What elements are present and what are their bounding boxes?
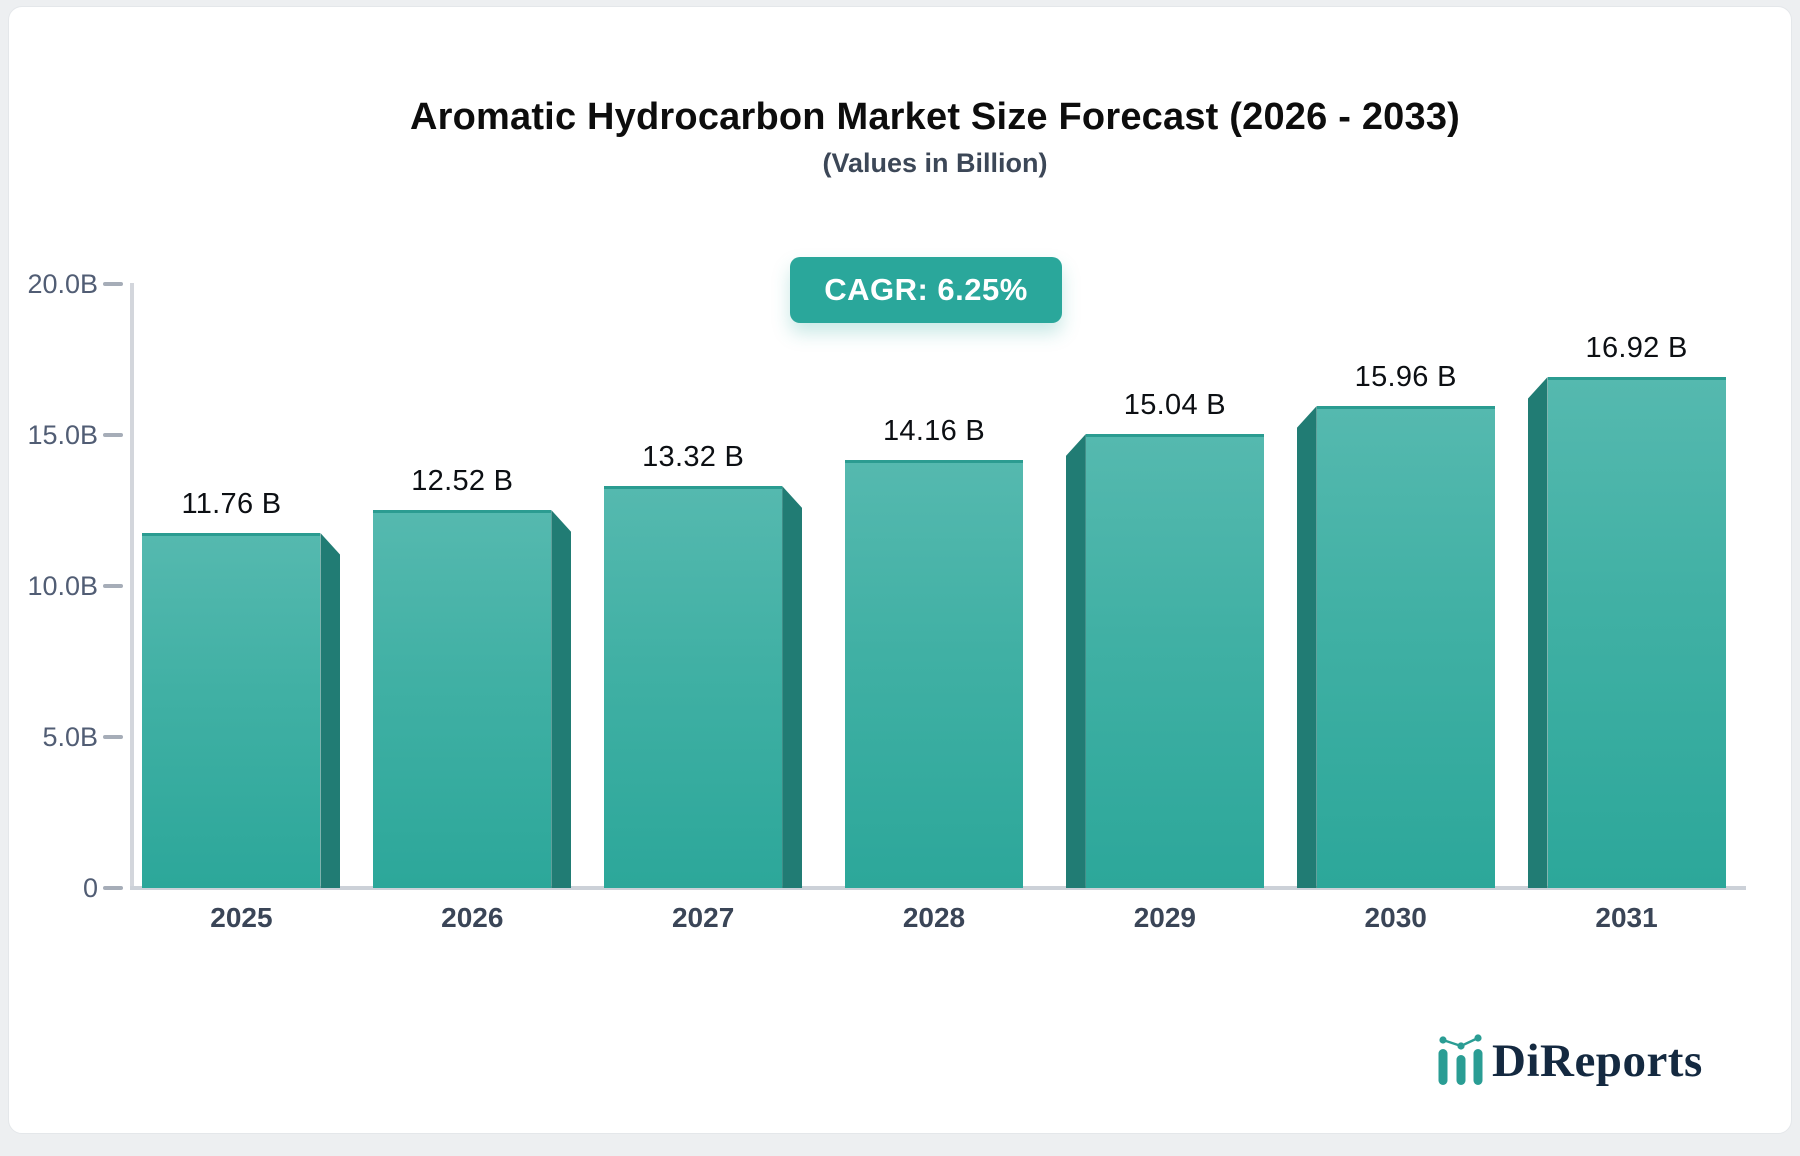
bar-value-label: 12.52 B (411, 465, 514, 497)
y-axis-tick (103, 282, 123, 286)
bar-value-label: 11.76 B (181, 488, 282, 520)
bar-side-face (782, 486, 803, 888)
bar-body (1316, 406, 1495, 888)
y-axis-label: 0 (82, 873, 98, 903)
bar-body (604, 486, 783, 888)
x-axis-line (130, 886, 1746, 890)
x-axis-label-2030: 2030 (1364, 902, 1427, 933)
bar-2031 (1527, 377, 1726, 888)
direports-logo: DiReports (1437, 1033, 1703, 1085)
y-axis-label: 10.0B (27, 571, 98, 601)
bar-line-chart-icon (1438, 1034, 1483, 1085)
bar-side-face (551, 510, 572, 888)
y-axis-tick (103, 886, 123, 890)
y-axis-label: 5.0B (42, 722, 98, 752)
bar-value-label: 14.16 B (882, 415, 986, 447)
y-axis-line (130, 283, 134, 890)
bar-value-label: 13.32 B (642, 441, 745, 473)
x-axis-label-2025: 2025 (210, 902, 273, 933)
y-axis-tick (103, 433, 123, 437)
x-axis-label-2031: 2031 (1595, 902, 1658, 933)
bar-body (142, 533, 321, 888)
bar-2026 (373, 510, 572, 888)
bar-body (373, 510, 552, 888)
x-axis-label-2028: 2028 (902, 902, 966, 933)
y-axis-label: 15.0B (27, 420, 98, 450)
chart-title: Aromatic Hydrocarbon Market Size Forecas… (409, 96, 1461, 138)
cagr-badge-label: CAGR: 6.25% (824, 272, 1028, 307)
bar-2029 (1065, 434, 1264, 888)
bar-2028 (845, 460, 1023, 888)
chart-subtitle: (Values in Billion) (822, 148, 1048, 178)
logo-text: DiReports (1492, 1035, 1703, 1087)
bar-body (845, 460, 1023, 888)
bar-value-label: 15.04 B (1123, 389, 1226, 421)
bar-side-face (1065, 434, 1086, 888)
bar-value-label: 16.92 B (1585, 332, 1688, 364)
y-axis-label: 20.0B (27, 269, 98, 299)
y-axis-tick (103, 584, 123, 588)
bar-side-face (1527, 377, 1548, 888)
bar-2030 (1296, 406, 1495, 888)
bar-value-label: 15.96 B (1354, 361, 1457, 393)
bar-2027 (604, 486, 803, 888)
x-axis-label-2026: 2026 (441, 902, 504, 933)
bar-2025 (142, 533, 341, 888)
cagr-badge: CAGR: 6.25% (790, 257, 1062, 323)
bar-side-face (1296, 406, 1317, 888)
bar-body (1085, 434, 1264, 888)
x-axis-label-2027: 2027 (671, 902, 735, 933)
x-axis-label-2029: 2029 (1133, 902, 1196, 933)
bar-body (1547, 377, 1726, 888)
bar-side-face (320, 533, 341, 888)
y-axis-tick (103, 735, 123, 739)
